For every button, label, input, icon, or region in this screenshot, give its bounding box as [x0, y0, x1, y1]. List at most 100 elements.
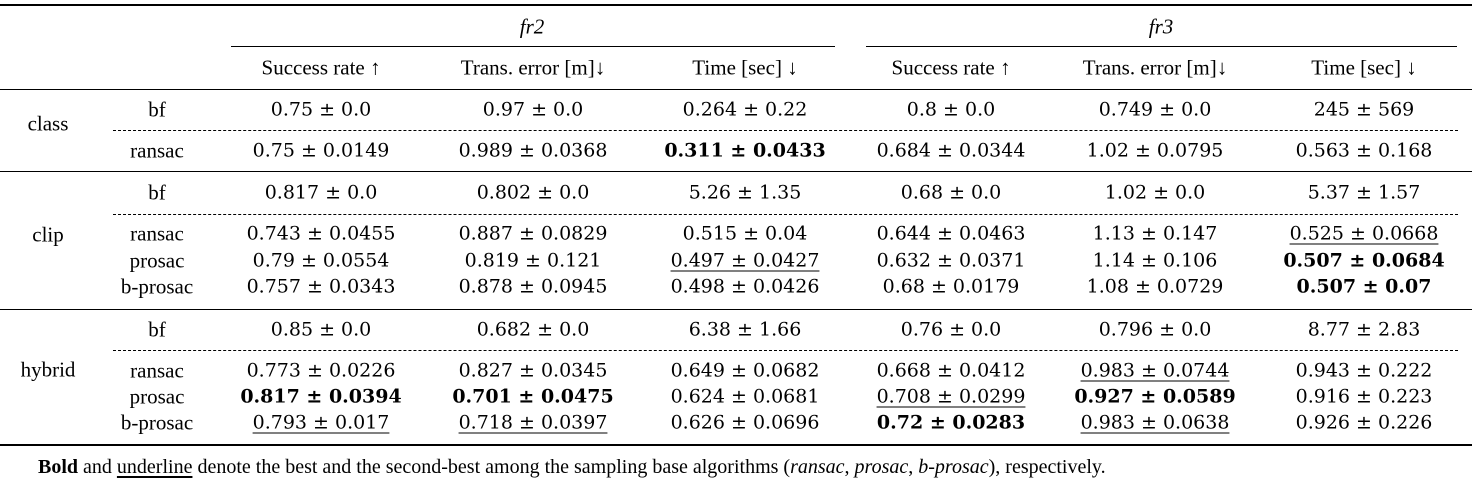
table-cell: 0.802 ± 0.0	[476, 181, 590, 204]
table-cell: 0.644 ± 0.0463	[876, 222, 1026, 245]
table-cell: 1.14 ± 0.106	[1092, 249, 1218, 272]
table-cell: 0.684 ± 0.0344	[876, 139, 1026, 162]
table-cell: 0.817 ± 0.0	[264, 181, 378, 204]
table-cell: 1.02 ± 0.0	[1104, 181, 1206, 204]
table-cell: 6.38 ± 1.66	[688, 318, 802, 341]
table-cell: 0.718 ± 0.0397	[458, 411, 608, 434]
method-label: ransac	[130, 138, 184, 163]
table-cell: 0.525 ± 0.0668	[1289, 222, 1439, 245]
bf-separator-class	[113, 130, 1458, 131]
table-cell: 0.989 ± 0.0368	[458, 139, 608, 162]
footnote-and: and	[83, 456, 112, 478]
method-label: ransac	[130, 358, 184, 383]
table-cell: 0.773 ± 0.0226	[246, 359, 396, 382]
footnote-text: denote the best and the second-best amon…	[197, 456, 791, 478]
footnote: Bold and underline denote the best and t…	[38, 456, 1106, 479]
table-cell: 0.668 ± 0.0412	[876, 359, 1026, 382]
table-cell: 0.943 ± 0.222	[1295, 359, 1433, 382]
column-header: Time [sec] ↓	[692, 55, 798, 80]
method-label: ransac	[130, 221, 184, 246]
footnote-sep: ,	[908, 456, 919, 478]
table-cell: 0.76 ± 0.0	[900, 318, 1002, 341]
section-label-class: class	[27, 111, 69, 136]
table-cell: 0.311 ± 0.0433	[664, 139, 826, 162]
table-cell: 0.75 ± 0.0	[270, 98, 372, 121]
table-cell: 0.887 ± 0.0829	[458, 222, 608, 245]
table-cell: 0.626 ± 0.0696	[670, 411, 820, 434]
footnote-alg: ransac	[790, 456, 845, 478]
section-rule-1	[0, 171, 1472, 172]
table-bottom-rule	[0, 444, 1472, 446]
table-cell: 0.749 ± 0.0	[1098, 98, 1212, 121]
method-label: prosac	[129, 384, 185, 409]
table-cell: 5.26 ± 1.35	[688, 181, 802, 204]
column-header: Success rate ↑	[261, 55, 381, 80]
footnote-underline-word: underline	[116, 456, 193, 478]
footnote-bold-word: Bold	[38, 456, 79, 478]
table-cell: 0.68 ± 0.0	[900, 181, 1002, 204]
table-cell: 0.632 ± 0.0371	[876, 249, 1026, 272]
table-cell: 0.79 ± 0.0554	[252, 249, 390, 272]
method-label: bf	[148, 97, 166, 122]
bf-separator-hybrid	[113, 350, 1458, 351]
table-cell: 0.682 ± 0.0	[476, 318, 590, 341]
table-cell: 0.701 ± 0.0475	[452, 385, 614, 408]
table-cell: 0.507 ± 0.0684	[1283, 249, 1445, 272]
header-rule	[0, 89, 1472, 90]
table-cell: 0.793 ± 0.017	[252, 411, 390, 434]
table-cell: 0.817 ± 0.0394	[240, 385, 402, 408]
table-cell: 245 ± 569	[1313, 98, 1415, 121]
table-cell: 5.37 ± 1.57	[1307, 181, 1421, 204]
column-header: Success rate ↑	[891, 55, 1011, 80]
column-header: Time [sec] ↓	[1311, 55, 1417, 80]
table-cell: 0.515 ± 0.04	[682, 222, 808, 245]
method-label: b-prosac	[120, 274, 194, 299]
table-cell: 0.796 ± 0.0	[1098, 318, 1212, 341]
section-rule-2	[0, 309, 1472, 310]
group-header-fr3: fr3	[1148, 14, 1174, 39]
table-cell: 0.983 ± 0.0638	[1080, 411, 1230, 434]
footnote-alg: b-prosac	[918, 456, 989, 478]
table-cell: 0.264 ± 0.22	[682, 98, 808, 121]
method-label: bf	[148, 317, 166, 342]
table-cell: 0.497 ± 0.0427	[670, 249, 820, 272]
method-label: bf	[148, 180, 166, 205]
table-cell: 0.916 ± 0.223	[1295, 385, 1433, 408]
table-cell: 0.97 ± 0.0	[482, 98, 584, 121]
table-cell: 0.827 ± 0.0345	[458, 359, 608, 382]
table-cell: 0.878 ± 0.0945	[458, 275, 608, 298]
table-cell: 1.08 ± 0.0729	[1086, 275, 1224, 298]
table-cell: 0.819 ± 0.121	[464, 249, 602, 272]
footnote-text-end: ), respectively.	[988, 456, 1106, 478]
section-label-hybrid: hybrid	[20, 357, 76, 382]
table-cell: 8.77 ± 2.83	[1307, 318, 1421, 341]
method-label: prosac	[129, 248, 185, 273]
table-cell: 0.85 ± 0.0	[270, 318, 372, 341]
table-cell: 0.926 ± 0.226	[1295, 411, 1433, 434]
table-cell: 0.68 ± 0.0179	[882, 275, 1020, 298]
table-cell: 1.02 ± 0.0795	[1086, 139, 1224, 162]
group-rule-fr2	[231, 46, 835, 47]
group-rule-fr3	[866, 46, 1457, 47]
table-cell: 0.927 ± 0.0589	[1074, 385, 1236, 408]
column-header: Trans. error [m]↓	[1082, 55, 1228, 80]
table-cell: 0.8 ± 0.0	[906, 98, 996, 121]
table-top-rule	[0, 4, 1472, 6]
table-cell: 0.72 ± 0.0283	[876, 411, 1026, 434]
table-cell: 0.983 ± 0.0744	[1080, 359, 1230, 382]
table-cell: 1.13 ± 0.147	[1092, 222, 1218, 245]
group-header-fr2: fr2	[519, 14, 545, 39]
method-label: b-prosac	[120, 410, 194, 435]
table-cell: 0.507 ± 0.07	[1296, 275, 1432, 298]
section-label-clip: clip	[32, 222, 64, 247]
bf-separator-clip	[113, 214, 1458, 215]
table-cell: 0.75 ± 0.0149	[252, 139, 390, 162]
table-cell: 0.649 ± 0.0682	[670, 359, 820, 382]
table-cell: 0.498 ± 0.0426	[670, 275, 820, 298]
table-cell: 0.743 ± 0.0455	[246, 222, 396, 245]
table-cell: 0.563 ± 0.168	[1295, 139, 1433, 162]
table-cell: 0.624 ± 0.0681	[670, 385, 820, 408]
column-header: Trans. error [m]↓	[460, 55, 606, 80]
table-cell: 0.757 ± 0.0343	[246, 275, 396, 298]
